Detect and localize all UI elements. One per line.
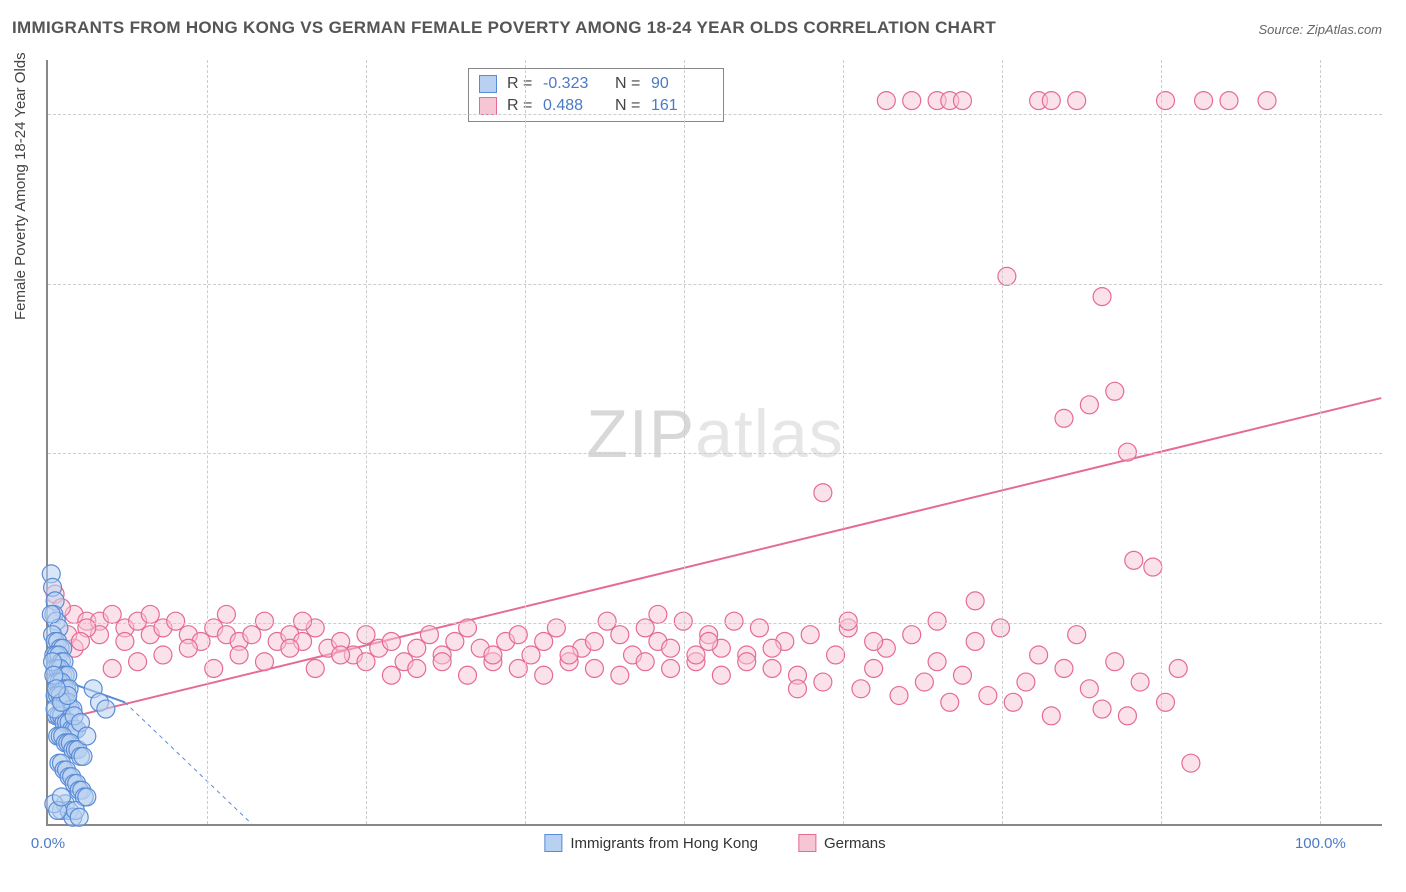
legend-item: Immigrants from Hong Kong bbox=[544, 834, 758, 852]
series-swatch bbox=[544, 834, 562, 852]
chart-title: IMMIGRANTS FROM HONG KONG VS GERMAN FEMA… bbox=[12, 18, 996, 38]
gridline-vertical bbox=[207, 60, 208, 824]
gridline-horizontal bbox=[48, 623, 1382, 624]
n-label: N = bbox=[615, 73, 641, 95]
gridline-horizontal bbox=[48, 453, 1382, 454]
source-attribution: Source: ZipAtlas.com bbox=[1258, 22, 1382, 37]
x-tick-label: 100.0% bbox=[1295, 835, 1346, 852]
legend-label: Germans bbox=[824, 835, 886, 852]
series-swatch bbox=[798, 834, 816, 852]
y-tick-label: 50.0% bbox=[1390, 445, 1406, 462]
gridline-vertical bbox=[843, 60, 844, 824]
gridline-vertical bbox=[525, 60, 526, 824]
series-swatch bbox=[479, 75, 497, 93]
stats-row: R = -0.323 N = 90 bbox=[479, 73, 713, 95]
chart-plot-area: ZIPatlas R = -0.323 N = 90 R = 0.488 N =… bbox=[46, 60, 1382, 826]
n-value: 90 bbox=[651, 73, 713, 95]
r-label: R = bbox=[507, 73, 533, 95]
y-tick-label: 100.0% bbox=[1390, 106, 1406, 123]
gridline-horizontal bbox=[48, 114, 1382, 115]
legend-item: Germans bbox=[798, 834, 886, 852]
y-tick-label: 25.0% bbox=[1390, 614, 1406, 631]
gridline-vertical bbox=[1320, 60, 1321, 824]
gridline-vertical bbox=[366, 60, 367, 824]
gridline-vertical bbox=[1002, 60, 1003, 824]
legend-label: Immigrants from Hong Kong bbox=[570, 835, 758, 852]
scatter-plot-svg bbox=[48, 60, 1382, 824]
gridline-vertical bbox=[1161, 60, 1162, 824]
gridline-horizontal bbox=[48, 284, 1382, 285]
y-tick-label: 75.0% bbox=[1390, 275, 1406, 292]
bottom-legend: Immigrants from Hong Kong Germans bbox=[544, 834, 885, 852]
x-tick-label: 0.0% bbox=[31, 835, 65, 852]
series-swatch bbox=[479, 97, 497, 115]
r-value: -0.323 bbox=[543, 73, 605, 95]
gridline-vertical bbox=[684, 60, 685, 824]
y-axis-label: Female Poverty Among 18-24 Year Olds bbox=[12, 52, 29, 320]
